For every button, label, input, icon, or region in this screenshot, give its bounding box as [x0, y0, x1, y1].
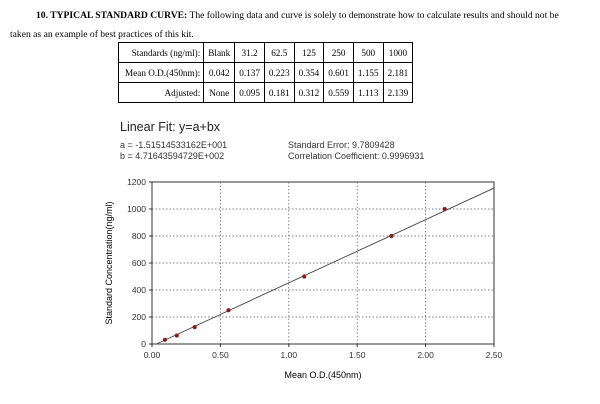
- table-cell: 0.559: [323, 82, 354, 103]
- data-point: [162, 337, 168, 342]
- y-tick-label: 800: [132, 231, 146, 241]
- fit-correlation-coefficient: Correlation Coefficient: 0.9996931: [288, 151, 425, 161]
- fit-line: [156, 187, 495, 345]
- intro-text-line1: The following data and curve is solely t…: [187, 10, 559, 21]
- y-tick-label: 200: [132, 312, 146, 322]
- table-cell: 0.042: [203, 62, 236, 83]
- data-point: [174, 333, 179, 338]
- data-point: [389, 233, 394, 239]
- x-axis-label: Mean O.D.(450nm): [284, 370, 361, 380]
- fit-standard-error: Standard Error: 9.7809428: [288, 140, 395, 150]
- chart-ticks: 0 200 400 600 800 1000 1200 0.00 0.50 1.00 1.50 2.0…: [127, 177, 502, 360]
- y-tick-label: 1000: [127, 204, 146, 214]
- y-tick-label: 1200: [127, 177, 146, 187]
- x-tick-label: 1.00: [281, 350, 298, 360]
- chart-gridlines: [152, 181, 494, 344]
- data-point: [226, 308, 231, 313]
- data-point: [302, 274, 307, 279]
- section-heading: 10. TYPICAL STANDARD CURVE:: [36, 10, 188, 21]
- table-cell: 2.139: [382, 82, 414, 103]
- fit-coefficient-a: a = -1.51514533162E+001: [120, 140, 228, 150]
- chart-points: [162, 206, 447, 342]
- x-tick-label: 0.00: [144, 350, 161, 360]
- y-tick-label: 600: [132, 258, 146, 268]
- x-tick-label: 1.50: [349, 350, 366, 360]
- y-tick-label: 400: [132, 285, 146, 295]
- y-axis-label: Standard Concentration(ng/ml): [104, 201, 114, 324]
- intro-paragraph: 10. TYPICAL STANDARD CURVE: The followin…: [10, 6, 592, 44]
- fit-coefficient-b: b = 4.71643594729E+002: [120, 151, 225, 161]
- data-point: [192, 325, 197, 330]
- fit-title: Linear Fit: y=a+bx: [120, 120, 221, 134]
- row-label: Adjusted:: [117, 82, 205, 103]
- y-tick-label: 0: [141, 339, 146, 349]
- table-cell: None: [203, 82, 236, 103]
- table-row: Mean O.D.(450nm): 0.042 0.137 0.223 0.35…: [117, 62, 414, 83]
- x-tick-label: 2.50: [486, 350, 503, 360]
- standards-table: Standards (ng/ml): Blank 31.2 62.5 125 2…: [117, 42, 414, 103]
- data-point: [442, 206, 447, 212]
- table-row: Adjusted: None 0.095 0.181 0.312 0.559 1…: [117, 82, 414, 103]
- x-tick-label: 2.00: [417, 350, 434, 360]
- x-tick-label: 0.50: [212, 350, 229, 360]
- intro-text-line2: taken as an example of best practices of…: [10, 29, 194, 40]
